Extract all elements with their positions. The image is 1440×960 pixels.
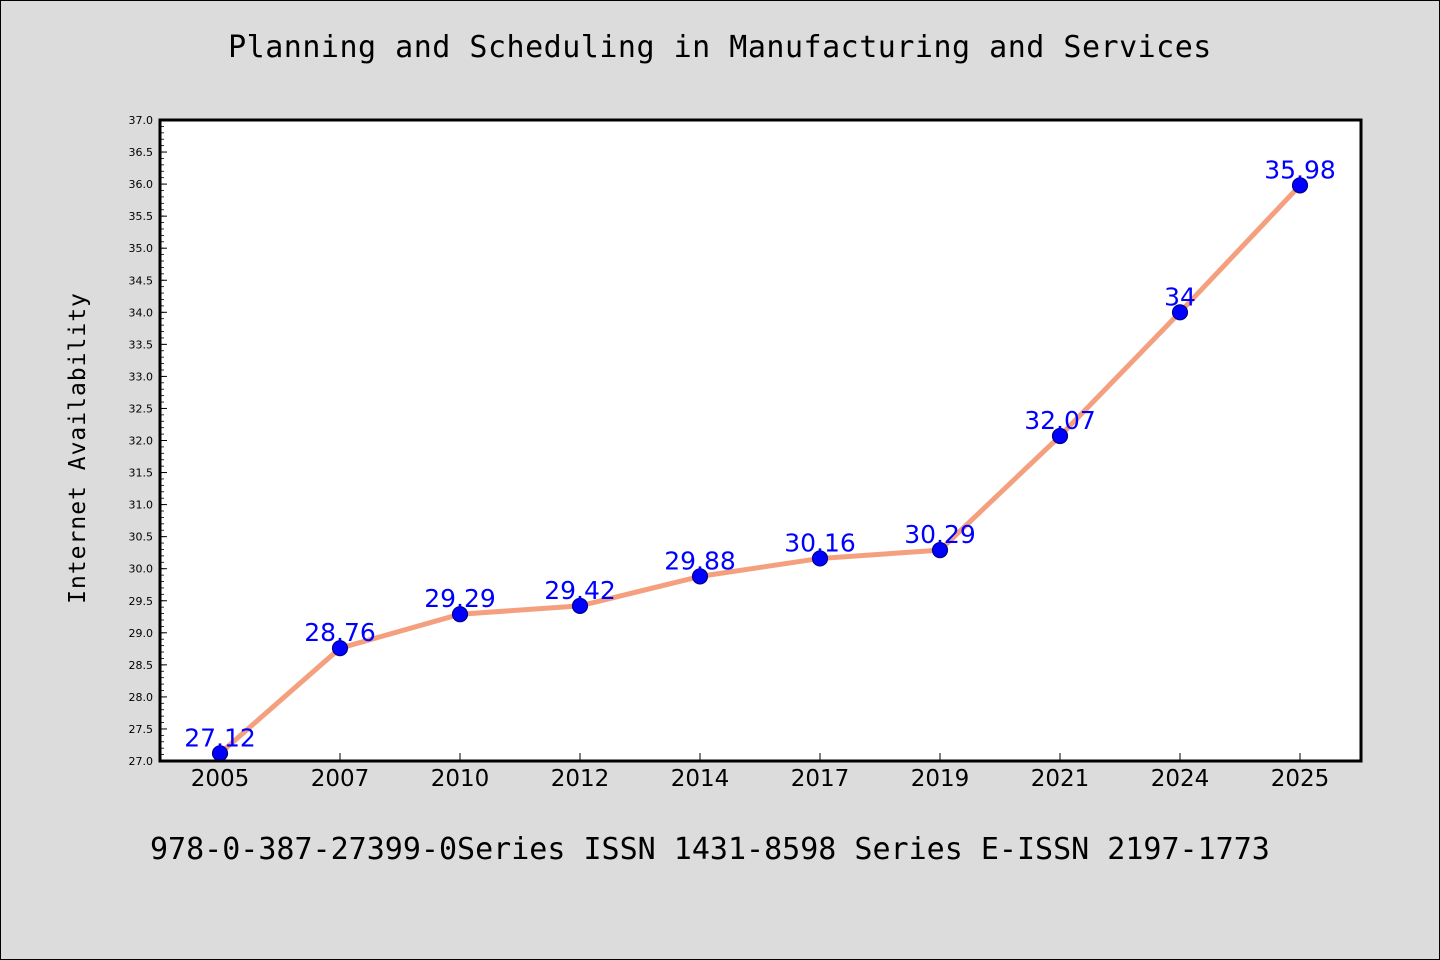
x-tick-label: 2005 [191,766,250,792]
x-tick-label: 2019 [911,766,970,792]
y-tick-label: 32.0 [129,435,154,448]
data-label: 29.88 [664,546,736,575]
plot-area [160,120,1361,761]
y-tick-label: 35.0 [129,242,154,255]
series-line [217,182,1303,756]
data-point [331,640,349,657]
plot-border [158,118,1363,763]
data-point [931,542,949,559]
data-label: 30.16 [784,528,856,557]
y-tick-label: 28.0 [129,691,154,704]
data-point [811,550,829,567]
footer-text: 978-0-387-27399-0Series ISSN 1431-8598 S… [150,832,1270,867]
data-label: 30.29 [904,520,976,549]
data-label: 27.12 [184,723,256,752]
y-tick-label: 35.5 [129,210,154,223]
y-tick-label: 29.0 [129,627,154,640]
series-group [211,177,1309,762]
y-tick-label: 29.5 [129,595,154,608]
data-label: 32.07 [1024,406,1096,435]
x-tick-label: 2017 [791,766,850,792]
x-axis: 2005 2007 2010 2012 2014 2017 2019 2021 2024 2025 [191,753,1330,792]
y-tick-label: 34.0 [129,306,154,319]
y-tick-label: 28.5 [129,659,154,672]
y-tick-label: 33.5 [129,338,154,351]
y-tick-label: 30.0 [129,563,154,576]
y-tick-label: 36.0 [129,178,154,191]
data-point [1171,304,1189,321]
y-axis-label: Internet Availability [65,292,91,604]
data-labels-group: 27.12 28.76 29.29 29.42 29.88 30.16 30.29 32.07… [184,155,1336,752]
y-tick-label: 30.5 [129,531,154,544]
y-tick-label: 33.0 [129,370,154,383]
y-tick-label: 31.5 [129,467,154,480]
y-tick-label: 36.5 [129,146,154,159]
data-label: 34 [1164,282,1196,311]
data-label: 35.98 [1264,155,1336,184]
data-point [1291,177,1309,194]
x-tick-label: 2021 [1031,766,1090,792]
y-tick-label: 31.0 [129,499,154,512]
data-label: 29.29 [424,584,496,613]
x-tick-label: 2010 [431,766,490,792]
data-point [451,606,469,623]
y-tick-label: 34.5 [129,274,154,287]
data-point [1051,427,1069,445]
data-label: 29.42 [544,576,616,605]
x-tick-label: 2024 [1151,766,1210,792]
data-point [571,597,589,614]
x-tick-label: 2025 [1271,766,1330,792]
y-tick-label: 27.5 [129,723,154,736]
data-label: 28.76 [304,618,376,647]
y-axis: 27.0 27.5 28.0 28.5 29.0 29.5 30.0 30.5 31.0 31.5… [129,114,167,768]
y-tick-label: 32.5 [129,402,154,415]
y-tick-label: 37.0 [129,114,154,127]
x-tick-label: 2007 [311,766,370,792]
x-tick-label: 2014 [671,766,730,792]
y-tick-label: 27.0 [129,755,154,768]
chart-title: Planning and Scheduling in Manufacturing… [228,30,1212,65]
x-tick-label: 2012 [551,766,610,792]
data-point [691,568,709,585]
